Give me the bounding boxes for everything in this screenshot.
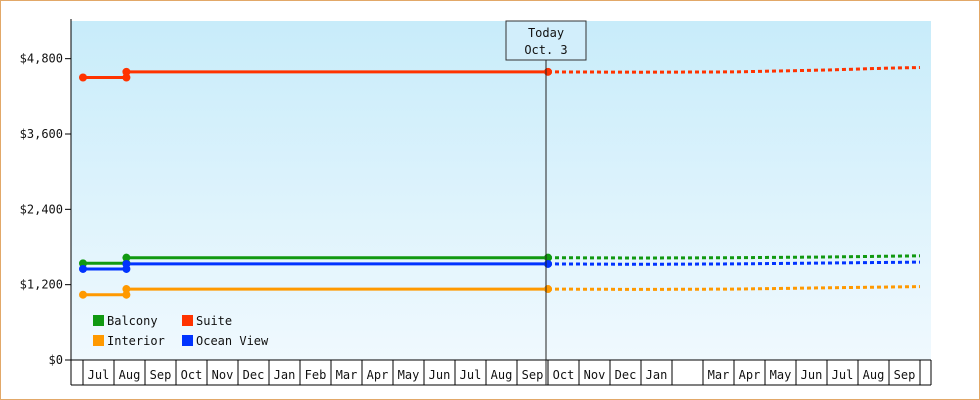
y-tick-label: $1,200 [20,278,63,292]
y-tick-label: $2,400 [20,202,63,216]
data-point-ocean-view [79,264,87,273]
x-tick-label: Jan [274,368,296,382]
legend-swatch-balcony [93,315,104,326]
legend-swatch-interior [93,335,104,346]
series-forecast-interior [547,285,921,291]
x-axis: Jul Aug Sep Oct Nov Dec Jan Feb Mar Apr May Jun Jul A… [71,359,932,386]
plot-background [71,21,931,360]
today-box [505,20,587,61]
data-point-interior [122,285,131,294]
x-tick-label: Apr [367,368,389,382]
legend-label-balcony: Balcony [107,314,158,328]
today-marker: Today Oct. 3 [505,20,587,385]
x-tick-label: Sep [522,368,544,382]
legend-label-ocean-view: Ocean View [196,334,269,348]
x-tick-label: Dec [615,368,637,382]
series-layer [79,66,921,299]
x-tick-label: Jun [429,368,451,382]
x-tick-label: Aug [863,368,885,382]
data-point-interior [544,285,552,294]
y-tick-label: $4,800 [20,52,63,66]
legend-swatch-suite [182,315,193,326]
series-forecast-ocean-view [547,260,921,266]
x-tick-label: Dec [243,368,265,382]
x-tick-label: Sep [894,368,916,382]
x-tick-label: Apr [739,368,761,382]
today-date: Oct. 3 [524,43,567,57]
x-tick-label: Jun [801,368,823,382]
data-point-interior [79,290,87,299]
y-axis: $0 $1,200 $2,400 $3,600 $4,800 [20,19,72,385]
data-point-suite [122,73,131,82]
data-point-interior [122,290,131,299]
x-tick-label: Aug [491,368,513,382]
x-tick-label: May [398,368,420,382]
x-tick-label: Nov [584,368,606,382]
x-tick-label: Oct [181,368,203,382]
data-point-suite [79,73,87,82]
x-tick-label: May [770,368,792,382]
data-point-ocean-view [544,259,552,268]
data-point-suite [544,67,552,76]
x-tick-label: Jul [832,368,854,382]
data-point-balcony [79,259,87,268]
data-point-suite [122,67,131,76]
x-tick-label: Sep [150,368,172,382]
legend-swatch-ocean-view [182,335,193,346]
legend: Balcony Suite Interior Ocean View [93,314,269,348]
y-tick-label: $3,600 [20,127,63,141]
data-point-balcony [122,253,131,262]
y-tick-label: $0 [49,353,63,367]
x-tick-label: Nov [212,368,234,382]
x-tick-label: Jan [646,368,668,382]
x-tick-label: Jul [88,368,110,382]
x-tick-label: Oct [553,368,575,382]
data-point-ocean-view [122,259,131,268]
x-tick-label: Jul [460,368,482,382]
x-tick-label: Feb [305,368,327,382]
series-forecast-suite [547,66,921,74]
legend-label-suite: Suite [196,314,232,328]
x-tick-label: Mar [336,368,358,382]
x-tick-label: Aug [119,368,141,382]
legend-label-interior: Interior [107,334,165,348]
x-tick-label: Mar [708,368,730,382]
today-label: Today [528,26,564,40]
series-forecast-balcony [547,254,921,260]
